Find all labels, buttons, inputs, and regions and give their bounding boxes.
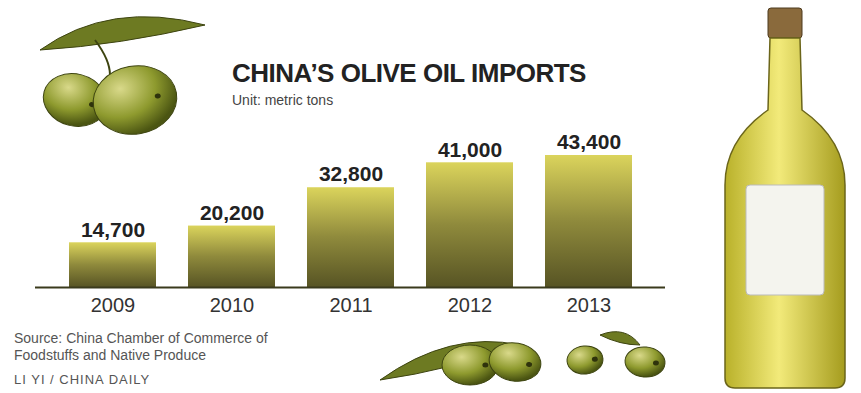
html-text:Unit: metric tons: Unit: metric tons	[232, 92, 334, 108]
svg-text:20,200: 20,200	[200, 201, 264, 224]
svg-text:14,700: 14,700	[81, 218, 145, 241]
html-text:Source: China Chamber of Comme: Source: China Chamber of Commerce of Foo…	[14, 330, 268, 363]
svg-text:41,000: 41,000	[438, 138, 502, 161]
html-text:CHINA’S OLIVE OIL IMPORTS: CHINA’S OLIVE OIL IMPORTS	[232, 58, 586, 88]
html-text:LI YI / CHINA DAILY: LI YI / CHINA DAILY	[14, 372, 151, 387]
svg-text:43,400: 43,400	[557, 130, 621, 153]
svg-text:2013: 2013	[567, 294, 612, 316]
svg-text:2009: 2009	[91, 294, 136, 316]
svg-text:2010: 2010	[210, 294, 255, 316]
svg-text:2011: 2011	[329, 294, 372, 316]
svg-text:2012: 2012	[448, 294, 493, 316]
svg-text:32,800: 32,800	[319, 162, 383, 185]
